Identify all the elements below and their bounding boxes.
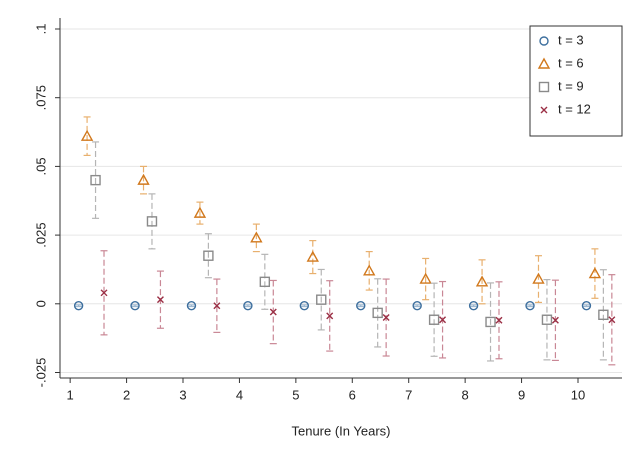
x-tick-label: 10 bbox=[571, 387, 585, 402]
marker-triangle bbox=[193, 206, 207, 218]
marker-x bbox=[608, 316, 616, 324]
marker-triangle bbox=[137, 173, 150, 185]
y-tick-label: .025 bbox=[33, 222, 48, 247]
marker-x bbox=[439, 316, 447, 324]
marker-x bbox=[269, 308, 277, 316]
x-tick-label: 4 bbox=[236, 387, 243, 402]
marker-triangle bbox=[363, 264, 376, 276]
marker-circle bbox=[412, 301, 422, 311]
x-tick-label: 2 bbox=[123, 387, 130, 402]
marker-x bbox=[213, 302, 221, 310]
x-tick-label: 8 bbox=[462, 387, 469, 402]
x-tick-label: 5 bbox=[292, 387, 299, 402]
x-tick-label: 3 bbox=[179, 387, 186, 402]
marker-square bbox=[485, 316, 496, 328]
marker-circle bbox=[468, 301, 479, 311]
marker-square bbox=[538, 81, 550, 93]
marker-square bbox=[203, 250, 214, 261]
marker-square bbox=[259, 276, 271, 288]
marker-circle bbox=[299, 301, 310, 311]
marker-square bbox=[541, 314, 553, 325]
marker-square bbox=[316, 294, 327, 305]
marker-circle bbox=[243, 301, 253, 311]
marker-x bbox=[100, 289, 108, 297]
x-tick-label: 1 bbox=[67, 387, 74, 402]
marker-circle bbox=[356, 301, 366, 311]
y-tick-label: -.025 bbox=[33, 358, 48, 388]
y-tick-label: .05 bbox=[33, 157, 48, 175]
marker-x bbox=[156, 296, 164, 304]
marker-square bbox=[598, 309, 609, 320]
x-axis-title: Tenure (In Years) bbox=[291, 423, 390, 438]
marker-square bbox=[90, 174, 101, 186]
x-tick-label: 9 bbox=[518, 387, 525, 402]
marker-circle bbox=[73, 301, 84, 311]
marker-circle bbox=[525, 301, 535, 311]
legend-label: t = 9 bbox=[558, 78, 584, 93]
y-tick-label: .075 bbox=[33, 85, 48, 110]
marker-triangle bbox=[419, 272, 432, 284]
marker-square bbox=[428, 314, 440, 325]
legend-label: t = 6 bbox=[558, 55, 584, 70]
marker-x bbox=[540, 106, 548, 114]
marker-triangle bbox=[306, 250, 319, 262]
marker-circle bbox=[186, 301, 197, 311]
marker-x bbox=[382, 314, 390, 322]
marker-circle bbox=[539, 36, 549, 46]
marker-square bbox=[146, 216, 158, 227]
y-tick-label: .1 bbox=[33, 24, 48, 35]
y-tick-label: 0 bbox=[33, 300, 48, 307]
x-tick-label: 7 bbox=[405, 387, 412, 402]
x-tick-label: 6 bbox=[349, 387, 356, 402]
marker-circle bbox=[581, 301, 592, 311]
legend-label: t = 3 bbox=[558, 32, 584, 47]
marker-triangle bbox=[80, 129, 94, 141]
marker-triangle bbox=[532, 272, 545, 284]
marker-circle bbox=[130, 301, 140, 311]
marker-triangle bbox=[537, 57, 551, 69]
marker-x bbox=[551, 316, 559, 324]
marker-square bbox=[372, 307, 383, 319]
marker-triangle bbox=[475, 275, 489, 287]
legend-label: t = 12 bbox=[558, 101, 591, 116]
marker-x bbox=[495, 316, 503, 324]
marker-triangle bbox=[588, 267, 602, 279]
marker-x bbox=[326, 312, 334, 320]
marker-triangle bbox=[250, 231, 263, 243]
